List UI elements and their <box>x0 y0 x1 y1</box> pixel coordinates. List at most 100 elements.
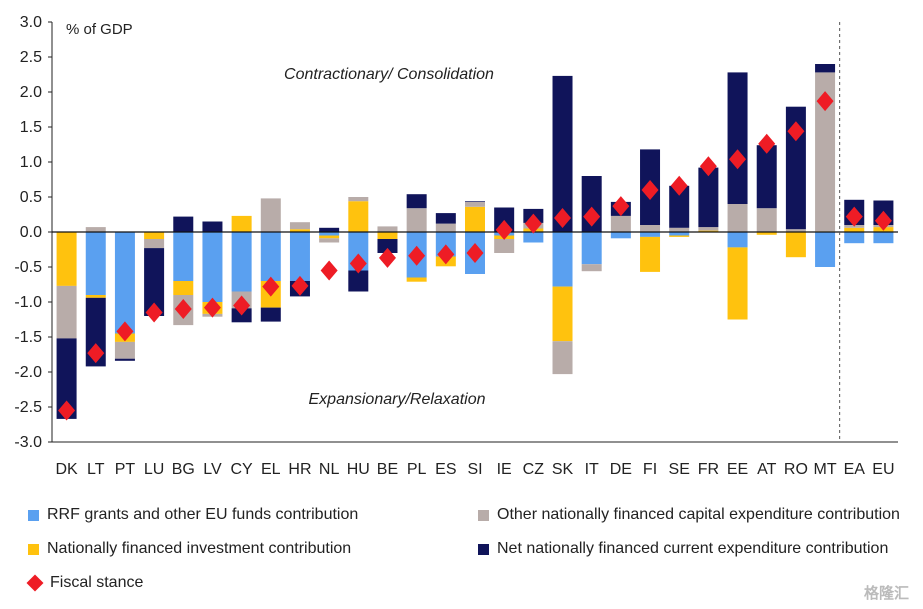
bar-segment-mt-s2 <box>815 72 836 232</box>
fiscal-stance-marker-fr <box>699 156 717 177</box>
fiscal-stance-marker-ie <box>495 219 513 240</box>
fiscal-stance-marker-si <box>466 243 484 263</box>
x-tick-label-de: DE <box>610 461 632 478</box>
bar-segment-de-s0 <box>610 232 631 239</box>
bar-segment-it-s0 <box>581 232 602 265</box>
bar-segment-si-s2 <box>465 201 485 207</box>
bars-layer <box>56 64 894 419</box>
fiscal-stance-marker-bg <box>174 299 192 319</box>
bar-segment-se-s2 <box>669 227 690 232</box>
bar-segment-it-s2 <box>581 264 602 272</box>
bar-segment-pt-s0 <box>114 232 135 334</box>
watermark: 格隆汇 <box>863 585 909 602</box>
legend-swatch-rrf <box>28 509 39 521</box>
bar-segment-pl-s3 <box>406 194 427 209</box>
fiscal-stance-marker-lt <box>87 343 105 364</box>
bar-segment-hu-s3 <box>348 270 369 292</box>
bar-segment-bg-s3 <box>173 216 194 232</box>
y-tick-label: -2.5 <box>14 399 42 416</box>
x-tick-label-pl: PL <box>407 461 427 478</box>
bar-segment-lu-s1 <box>144 232 165 239</box>
bar-segment-be-s2 <box>377 226 398 232</box>
bar-segment-ea-s0 <box>844 232 865 244</box>
bar-segment-fi-s0 <box>640 232 661 237</box>
x-tick-label-se: SE <box>669 461 690 478</box>
bar-segment-sk-s3 <box>552 75 573 233</box>
fiscal-stance-marker-it <box>583 206 601 227</box>
x-tick-label-pt: PT <box>115 461 136 478</box>
bar-segment-mt-s3 <box>815 64 836 73</box>
x-tick-label-lt: LT <box>87 461 105 478</box>
bar-segment-hr-s1 <box>289 229 310 232</box>
legend-label-other-capital: Other nationally financed capital expend… <box>497 506 900 523</box>
bar-segment-el-s0 <box>260 232 281 281</box>
bar-segment-nl-s3 <box>319 227 340 232</box>
x-tick-label-lv: LV <box>203 461 222 478</box>
x-tick-label-sk: SK <box>552 461 574 478</box>
y-tick-label: -1.0 <box>14 294 42 311</box>
bar-segment-es-s3 <box>435 213 456 224</box>
bar-segment-ee-s1 <box>727 247 748 320</box>
bar-segment-lu-s2 <box>144 239 165 249</box>
fiscal-stance-marker-sk <box>554 208 572 228</box>
legend-item-other-capital: Other nationally financed capital expend… <box>478 506 900 524</box>
bar-segment-lt-s2 <box>85 227 106 232</box>
fiscal-stance-marker-cy <box>233 295 251 316</box>
fiscal-stance-marker-fi <box>641 180 659 200</box>
bar-segment-at-s3 <box>756 145 777 209</box>
bar-segment-nl-s0 <box>319 232 340 236</box>
fiscal-stance-marker-se <box>670 175 688 196</box>
x-tick-label-mt: MT <box>814 461 837 478</box>
x-tick-label-eu: EU <box>872 461 894 478</box>
bar-segment-el-s2 <box>260 198 281 232</box>
bar-segment-ea-s1 <box>844 227 865 232</box>
bar-segment-ro-s3 <box>785 106 806 230</box>
x-tick-label-bg: BG <box>172 461 195 478</box>
x-tick-label-it: IT <box>585 461 599 478</box>
fiscal-stance-marker-nl <box>320 260 338 281</box>
legend-item-investment: Nationally financed investment contribut… <box>28 540 351 558</box>
y-tick-label: -3.0 <box>14 434 42 451</box>
x-tick-label-cy: CY <box>231 461 254 478</box>
y-tick-label: 2.0 <box>20 84 42 101</box>
y-tick-label: -1.5 <box>14 329 42 346</box>
bar-segment-nl-s1 <box>319 235 340 239</box>
bar-segment-se-s1 <box>669 235 690 237</box>
bar-segment-se-s0 <box>669 232 690 236</box>
y-tick-label: 0.5 <box>20 189 42 206</box>
bar-segment-lv-s3 <box>202 221 223 232</box>
bar-segment-pt-s3 <box>114 358 135 361</box>
x-tick-label-es: ES <box>435 461 456 478</box>
bar-segment-fr-s1 <box>698 230 719 232</box>
fiscal-stance-marker-ro <box>787 121 805 142</box>
fiscal-stance-marker-ee <box>729 149 747 170</box>
x-tick-label-lu: LU <box>144 461 164 478</box>
bar-segment-fr-s2 <box>698 227 719 231</box>
fiscal-stance-marker-es <box>437 244 455 265</box>
bar-segment-pl-s1 <box>406 277 427 282</box>
bar-segment-lv-s0 <box>202 232 223 302</box>
bar-segment-fr-s3 <box>698 167 719 228</box>
zero-line-layer <box>52 22 898 442</box>
fiscal-stance-markers <box>58 91 892 421</box>
bar-segment-nl-s2 <box>319 238 340 243</box>
bar-segment-lu-s3 <box>144 248 165 316</box>
legend-label-rrf: RRF grants and other EU funds contributi… <box>47 506 359 523</box>
bar-segment-ie-s2 <box>494 239 515 253</box>
legend-swatch-current-expenditure <box>478 543 489 555</box>
legend: RRF grants and other EU funds contributi… <box>0 496 923 606</box>
y-axis: 3.0 2.5 2.0 1.5 1.0 0.5 0.0 -0.5 -1.0 -1.5 -2.0 -2.… <box>14 14 53 451</box>
fiscal-stance-marker-el <box>262 276 280 297</box>
bar-segment-si-s3 <box>465 201 485 202</box>
fiscal-stance-marker-pl <box>408 245 426 266</box>
y-tick-label: -0.5 <box>14 259 42 276</box>
bar-segment-be-s3 <box>377 239 398 253</box>
legend-item-fiscal-stance: Fiscal stance <box>26 574 143 592</box>
bar-segment-dk-s1 <box>56 232 77 286</box>
x-tick-label-hr: HR <box>288 461 311 478</box>
bar-segment-pl-s2 <box>406 208 427 232</box>
fiscal-stance-marker-cz <box>524 213 542 234</box>
fiscal-stance-marker-de <box>612 196 630 217</box>
bar-segment-pt-s2 <box>114 341 135 359</box>
bar-segment-dk-s2 <box>56 285 77 339</box>
